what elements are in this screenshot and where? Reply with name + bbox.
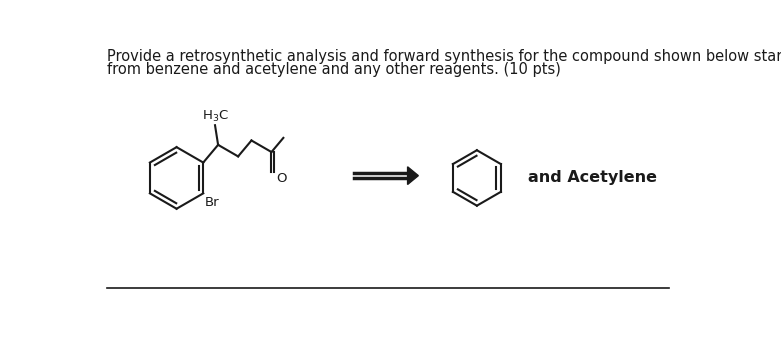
Text: Br: Br [205,197,219,210]
Text: from benzene and acetylene and any other reagents. (10 pts): from benzene and acetylene and any other… [107,62,562,77]
Text: Provide a retrosynthetic analysis and forward synthesis for the compound shown b: Provide a retrosynthetic analysis and fo… [107,49,781,64]
Text: and Acetylene: and Acetylene [528,170,657,185]
Text: O: O [276,172,287,185]
Text: H$_3$C: H$_3$C [201,109,229,124]
Polygon shape [408,167,419,184]
